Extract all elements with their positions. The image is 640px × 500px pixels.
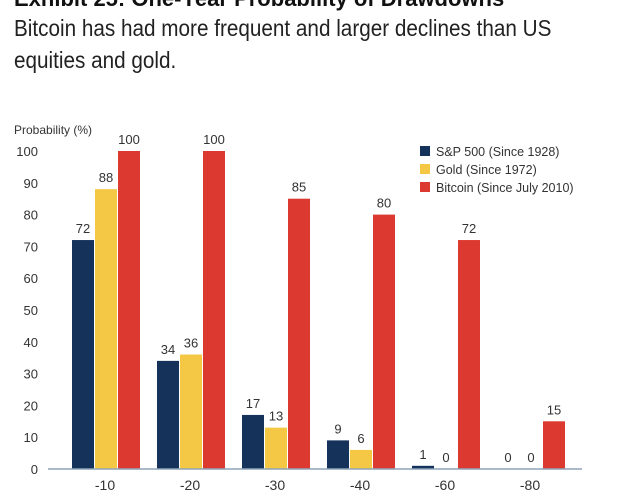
- bar: [242, 414, 264, 469]
- bar: [327, 440, 349, 469]
- data-label: 17: [246, 396, 260, 411]
- bar: [412, 465, 434, 469]
- y-tick-label: 0: [31, 462, 38, 477]
- data-label: 0: [504, 450, 511, 465]
- data-label: 100: [203, 132, 225, 147]
- y-tick-label: 80: [24, 208, 38, 223]
- y-tick-label: 60: [24, 271, 38, 286]
- y-axis-label: Probability (%): [14, 123, 92, 137]
- bar: [458, 240, 480, 469]
- legend-swatch: [420, 164, 430, 174]
- bar: [180, 354, 202, 469]
- legend-label: Gold (Since 1972): [436, 163, 537, 177]
- bar: [157, 360, 179, 469]
- bar: [95, 189, 117, 469]
- data-label: 13: [269, 409, 283, 424]
- x-tick-label: -30: [265, 477, 285, 493]
- bar: [373, 214, 395, 469]
- data-label: 100: [118, 132, 140, 147]
- legend-swatch: [420, 146, 430, 156]
- y-tick-label: 40: [24, 335, 38, 350]
- bar: [543, 421, 565, 469]
- chart-subtitle: Bitcoin has had more frequent and larger…: [14, 15, 552, 73]
- y-tick-label: 90: [24, 176, 38, 191]
- bar: [265, 427, 287, 469]
- data-label: 88: [99, 170, 113, 185]
- chart-title: Exhibit 25: One-Year Probability of Draw…: [14, 0, 504, 12]
- data-label: 15: [547, 402, 561, 417]
- legend-label: Bitcoin (Since July 2010): [436, 181, 574, 195]
- x-tick-label: -10: [95, 477, 115, 493]
- data-label: 36: [184, 336, 198, 351]
- data-label: 0: [442, 450, 449, 465]
- y-tick-label: 10: [24, 430, 38, 445]
- y-tick-label: 20: [24, 398, 38, 413]
- bar: [72, 240, 94, 469]
- data-label: 72: [462, 221, 476, 236]
- x-tick-label: -60: [435, 477, 455, 493]
- data-label: 1: [419, 447, 426, 462]
- y-tick-label: 100: [16, 144, 38, 159]
- data-label: 0: [527, 450, 534, 465]
- bar: [203, 151, 225, 469]
- legend-swatch: [420, 182, 430, 192]
- bar: [288, 198, 310, 469]
- x-tick-label: -80: [520, 477, 540, 493]
- y-tick-label: 30: [24, 367, 38, 382]
- data-label: 9: [334, 421, 341, 436]
- data-label: 72: [76, 221, 90, 236]
- x-tick-label: -20: [180, 477, 200, 493]
- bar: [350, 449, 372, 469]
- bar: [118, 151, 140, 469]
- data-label: 34: [161, 342, 175, 357]
- data-label: 6: [357, 431, 364, 446]
- y-tick-label: 70: [24, 239, 38, 254]
- y-tick-label: 50: [24, 303, 38, 318]
- data-label: 80: [377, 196, 391, 211]
- data-label: 85: [292, 180, 306, 195]
- legend-label: S&P 500 (Since 1928): [436, 145, 559, 159]
- x-tick-label: -40: [350, 477, 370, 493]
